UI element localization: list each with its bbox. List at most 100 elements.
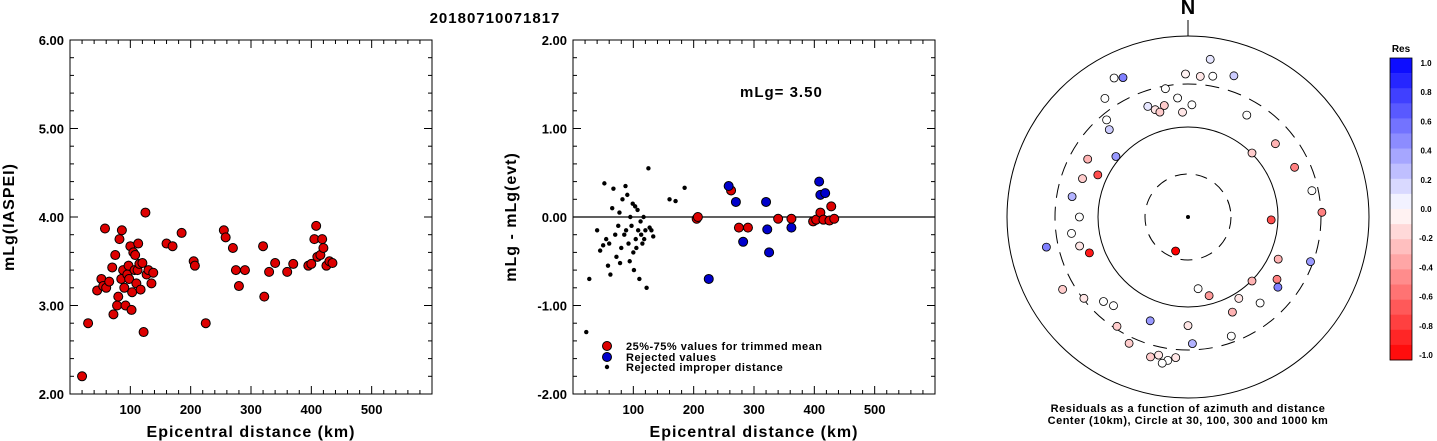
improper-distance-point xyxy=(667,197,672,202)
station-residual-point xyxy=(1124,338,1134,348)
data-point xyxy=(189,260,200,271)
improper-distance-point xyxy=(633,236,638,242)
colorbar-tick-label: 0.8 xyxy=(1420,88,1432,97)
station-residual-point xyxy=(1204,291,1214,301)
station-residual-point xyxy=(1093,170,1103,180)
station-residual-point xyxy=(1306,257,1315,267)
chart2-legend: 25%-75% values for trimmed mean Rejected… xyxy=(602,341,822,374)
data-point xyxy=(138,327,149,338)
colorbar-cell xyxy=(1390,239,1412,255)
data-point xyxy=(146,278,157,289)
station-residual-point xyxy=(1317,207,1327,217)
colorbar-cell xyxy=(1390,58,1412,74)
y-tick-label: 4.00 xyxy=(39,210,64,225)
improper-distance-point xyxy=(646,166,651,171)
legend-marker-rejected xyxy=(602,352,612,362)
colorbar-labels: 1.0 0.8 0.6 0.4 0.2 0.0 -0.2 -0.4 -0.6 -0.8 -1.0 xyxy=(1419,59,1433,360)
data-point xyxy=(148,267,159,278)
station-residual-point xyxy=(1255,298,1265,308)
station-residual-point xyxy=(1067,192,1077,202)
rejected-point xyxy=(786,222,797,233)
data-point xyxy=(107,262,118,273)
station-residual-point xyxy=(1271,139,1280,149)
improper-distance-point xyxy=(637,276,642,282)
polar-caption-line-2: Center (10km), Circle at 30, 100, 300 an… xyxy=(1048,415,1329,427)
improper-distance-point xyxy=(623,183,628,189)
y-tick-label: 5.00 xyxy=(39,122,64,137)
data-point xyxy=(311,220,322,231)
colorbar-cell xyxy=(1390,118,1412,134)
rejected-point xyxy=(730,196,741,207)
station-residual-point xyxy=(1272,274,1282,284)
station-residual-point xyxy=(1266,215,1276,225)
station-residual-point xyxy=(1273,254,1283,264)
colorbar-cell xyxy=(1390,224,1412,240)
colorbar-tick-label: 0.0 xyxy=(1420,205,1432,214)
x-tick-label: 400 xyxy=(300,402,322,417)
improper-distance-point xyxy=(643,228,648,233)
data-point xyxy=(264,266,275,277)
x-tick-label: 500 xyxy=(361,402,383,417)
magnitude-vs-distance-chart: 100 200 300 400 500 2.00 3.00 4.00 5.00 6.00 Epic… xyxy=(1,33,433,441)
station-residual-point xyxy=(1067,228,1076,238)
data-point xyxy=(130,250,141,261)
improper-distance-point xyxy=(610,205,615,211)
data-point xyxy=(258,241,269,252)
data-point xyxy=(327,258,338,269)
data-point xyxy=(110,250,121,261)
data-point xyxy=(127,287,138,298)
colorbar-tick-label: 0.4 xyxy=(1420,147,1432,156)
y-tick-label: 0.00 xyxy=(542,210,567,225)
data-point xyxy=(233,281,244,292)
chart1-y-axis-title: mLg(IASPEI) xyxy=(1,163,18,271)
colorbar-cell xyxy=(1390,133,1412,149)
station-residual-point xyxy=(1079,293,1089,303)
improper-distance-point xyxy=(623,228,629,233)
station-residual-point xyxy=(1109,73,1119,83)
x-tick-label: 300 xyxy=(240,402,262,417)
data-point xyxy=(119,282,130,293)
chart1-ticks: 100 200 300 400 500 2.00 3.00 4.00 5.00 6.00 xyxy=(39,33,432,417)
data-point xyxy=(200,318,211,329)
residual-colorbar: Res 1.0 0.8 0.6 0.4 0.2 0.0 -0.2 -0.4 -0.6 -0.8 -1… xyxy=(1389,44,1433,361)
figure-title: 20180710071817 xyxy=(430,10,561,27)
center-point xyxy=(1186,215,1190,219)
colorbar-tick-label: -0.2 xyxy=(1419,234,1433,243)
data-point xyxy=(176,227,187,238)
colorbar-cell xyxy=(1390,269,1412,285)
colorbar-cell xyxy=(1390,299,1412,315)
improper-distance-point xyxy=(620,197,625,202)
station-residual-point xyxy=(1042,242,1051,252)
x-tick-label: 100 xyxy=(119,402,141,417)
station-residual-point xyxy=(1242,110,1252,120)
station-residual-point xyxy=(1208,71,1218,81)
station-residual-point xyxy=(1102,115,1111,125)
station-residual-point xyxy=(1075,241,1084,251)
data-point xyxy=(259,291,270,302)
data-point xyxy=(116,225,127,236)
data-point xyxy=(318,242,329,253)
x-tick-label: 400 xyxy=(803,402,825,417)
trimmed-mean-point xyxy=(733,222,744,233)
x-tick-label: 500 xyxy=(864,402,886,417)
colorbar-tick-label: -0.4 xyxy=(1419,263,1433,272)
colorbar-cell xyxy=(1390,284,1412,300)
legend-label-rejected: Rejected values xyxy=(626,352,717,364)
improper-distance-point xyxy=(622,232,627,237)
legend-marker-trimmed xyxy=(602,341,612,351)
improper-distance-point xyxy=(641,236,647,242)
data-point xyxy=(135,284,146,295)
ring-1000km xyxy=(1006,35,1370,399)
data-point xyxy=(126,304,137,315)
station-residual-point xyxy=(1290,162,1299,172)
chart2-ticks: 100 200 300 400 500 -2.00 -1.00 0.00 1.00 2.00 xyxy=(537,33,935,417)
trimmed-mean-point xyxy=(742,222,753,233)
colorbar-title: Res xyxy=(1392,44,1411,55)
station-residual-point xyxy=(1100,94,1110,103)
x-tick-label: 100 xyxy=(622,402,644,417)
data-point xyxy=(133,238,144,249)
legend-label-improper: Rejected improper distance xyxy=(626,362,783,374)
improper-distance-point xyxy=(638,219,643,224)
improper-distance-point xyxy=(651,234,656,239)
station-residual-point xyxy=(1058,284,1067,294)
